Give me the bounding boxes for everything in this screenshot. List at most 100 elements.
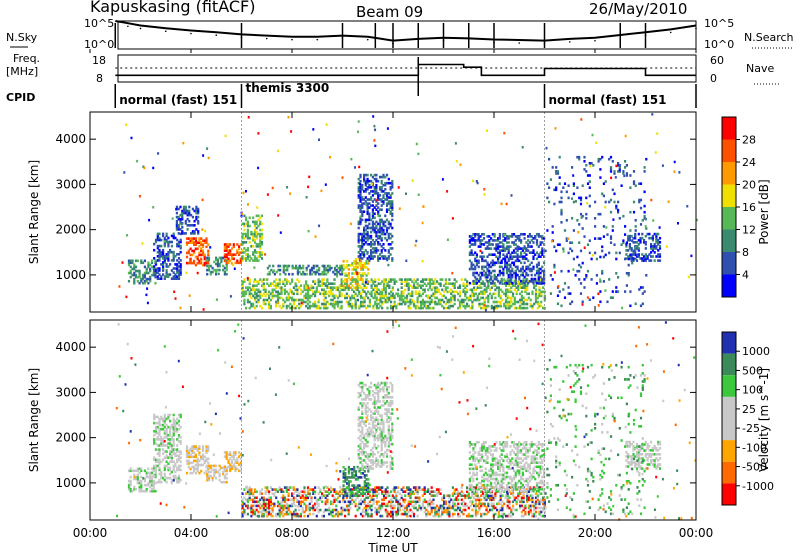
heatmap-cell [185,447,189,450]
heatmap-cell [511,267,514,271]
freq-right-tick-bottom: 0 [710,72,717,85]
heatmap-cell [250,257,253,260]
heatmap-cell [232,455,235,458]
heatmap-cell [481,257,484,261]
heatmap-cell [176,263,179,266]
heatmap-cell [551,225,554,228]
heatmap-cell [368,216,371,220]
heatmap-cell [328,290,331,294]
heatmap-cell [255,514,258,518]
heatmap-cell [129,269,132,273]
heatmap-cell [252,236,255,240]
heatmap-cell [359,173,362,177]
heatmap-cell [371,243,374,246]
heatmap-cell [368,214,371,218]
heatmap-cell [588,186,591,189]
heatmap-cell [628,234,631,238]
heatmap-cell [366,218,369,222]
heatmap-cell [437,506,440,510]
heatmap-cell [488,241,491,244]
heatmap-cell [301,490,304,493]
heatmap-cell [211,266,214,270]
heatmap-cell [388,292,391,296]
heatmap-cell [400,292,403,296]
heatmap-cell [556,302,560,306]
heatmap-cell [390,502,393,506]
heatmap-cell [427,288,430,292]
heatmap-cell [167,462,170,466]
heatmap-cell [386,127,389,130]
heatmap-cell [342,280,345,283]
heatmap-cell [172,425,175,429]
heatmap-cell [630,257,633,260]
heatmap-cell [145,267,148,271]
heatmap-cell [273,488,276,491]
heatmap-cell [546,229,549,232]
heatmap-cell [136,477,139,481]
heatmap-cell [402,290,405,294]
heatmap-cell [430,490,433,493]
heatmap-cell [583,168,586,171]
heatmap-cell [423,278,426,281]
heatmap-cell [305,504,308,508]
heatmap-cell [207,445,210,448]
heatmap-cell [594,217,597,220]
heatmap-cell [321,494,324,497]
heatmap-cell [156,236,159,240]
heatmap-cell [160,480,163,484]
heatmap-cell [387,251,390,254]
heatmap-cell [505,267,509,271]
heatmap-cell [583,155,586,159]
heatmap-cell [601,272,604,275]
heatmap-cell [177,464,181,468]
heatmap-cell [253,257,257,260]
heatmap-cell [176,417,179,421]
heatmap-cell [377,278,380,281]
heatmap-cell [625,253,628,256]
heatmap-cell [537,277,540,281]
heatmap-cell [427,504,430,508]
heatmap-cell [266,272,269,276]
heatmap-cell [427,304,430,308]
heatmap-cell [364,241,367,244]
heatmap-cell [238,247,241,250]
heatmap-cell [520,273,523,277]
heatmap-cell [395,292,398,296]
heatmap-cell [232,463,235,466]
heatmap-cell [542,290,545,294]
heatmap-cell [201,198,204,202]
heatmap-cell [126,234,129,237]
heatmap-cell [344,272,347,275]
heatmap-cell [474,280,477,283]
heatmap-cell [207,464,211,468]
heatmap-cell [506,278,509,281]
heatmap-cell [213,260,216,264]
heatmap-cell [317,304,320,308]
heatmap-cell [273,504,276,508]
heatmap-cell [375,510,378,514]
heatmap-cell [511,233,514,236]
heatmap-cell [428,286,432,289]
heatmap-cell [384,255,387,258]
heatmap-cell [248,300,251,304]
heatmap-cell [179,244,182,248]
heatmap-cell [365,286,368,289]
heatmap-cell [169,273,172,276]
heatmap-cell [167,442,170,445]
heatmap-cell [481,233,484,236]
heatmap-cell [516,273,519,277]
heatmap-cell [136,159,139,163]
heatmap-cell [322,282,325,285]
heatmap-cell [241,294,244,298]
heatmap-cell [608,278,611,281]
heatmap-cell [409,294,412,298]
heatmap-cell [153,415,156,419]
cpid-segment-label: themis 3300 [246,81,330,95]
heatmap-cell [569,247,572,251]
heatmap-cell [268,304,271,308]
heatmap-cell [260,496,264,500]
heatmap-cell [303,488,306,491]
heatmap-cell [136,481,139,485]
heatmap-cell [380,218,383,222]
heatmap-cell [218,264,221,268]
